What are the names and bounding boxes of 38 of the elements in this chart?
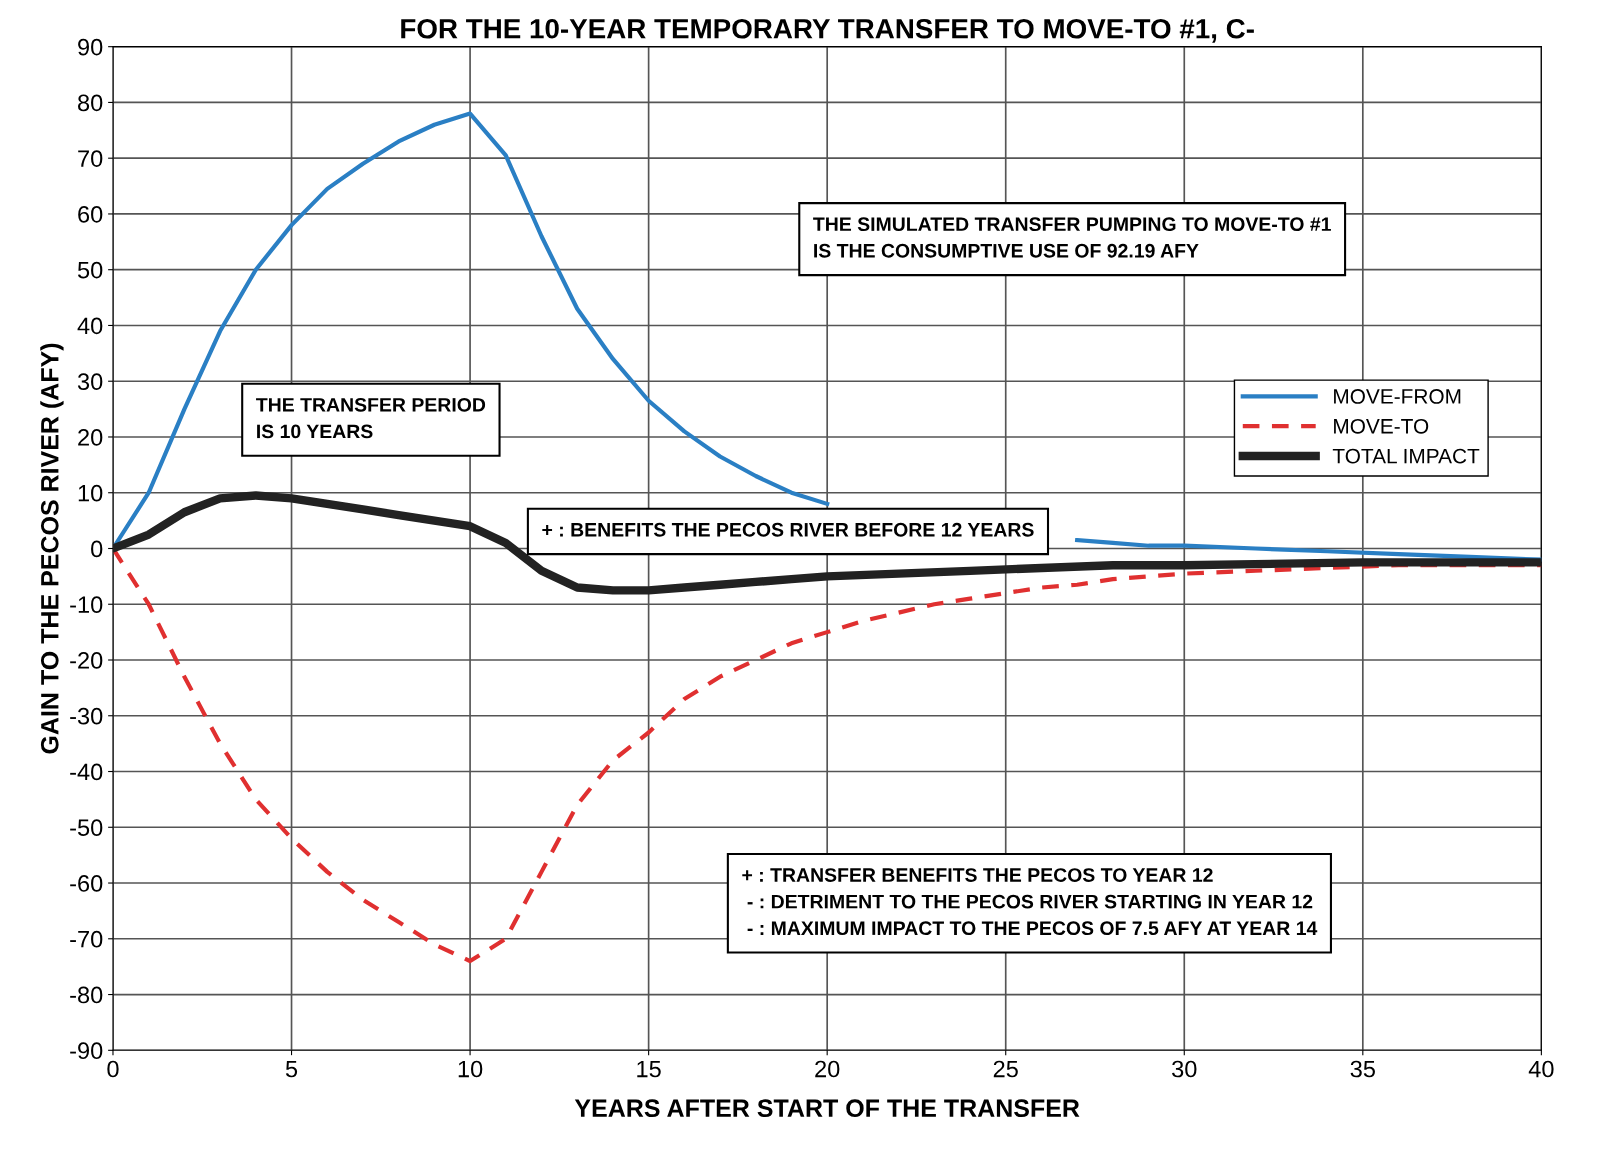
legend-label: MOVE-TO: [1334, 418, 1429, 434]
y-tick-label: 40: [77, 317, 103, 335]
y-tick-label: 10: [78, 484, 103, 502]
y-axis-title: GAIN TO THE PECOS RIVER (AFY): [40, 343, 64, 754]
annotation: THE SIMULATED TRANSFER PUMPING TO MOVE-TO #1 IS THE CONSUMPTIVE USE OF 92.19 AFY: [813, 217, 1331, 258]
chart-title: FOR THE 10-YEAR TEMPORARY TRANSFER TO MOVE-TO #1, C-: [401, 18, 1254, 43]
y-tick-label: -40: [70, 763, 103, 781]
y-tick-label: 20: [78, 429, 103, 446]
x-tick-label: 20: [815, 1060, 840, 1078]
x-tick-label: 30: [1172, 1060, 1197, 1078]
x-tick-label: 0: [107, 1060, 119, 1078]
y-tick-label: -70: [70, 930, 103, 948]
legend-label: TOTAL IMPACT: [1332, 448, 1480, 464]
x-tick-label: 40: [1528, 1060, 1554, 1078]
x-axis-title: YEARS AFTER START OF THE TRANSFER: [574, 1099, 1080, 1118]
x-tick-label: 15: [637, 1060, 661, 1078]
x-tick-label: 35: [1350, 1060, 1375, 1078]
x-tick-label: 10: [458, 1060, 483, 1078]
legend-label: MOVE-FROM: [1334, 389, 1461, 404]
annotation: THE TRANSFER PERIOD IS 10 YEARS: [256, 397, 486, 439]
annotation: + : BENEFITS THE PECOS RIVER BEFORE 12 YEARS: [542, 522, 1034, 537]
y-tick-label: -20: [70, 652, 103, 669]
y-tick-label: -60: [70, 875, 103, 892]
y-tick-label: 0: [91, 540, 103, 558]
y-tick-label: 80: [78, 94, 103, 112]
y-tick-label: 50: [77, 261, 103, 279]
y-tick-label: -90: [70, 1042, 103, 1060]
y-tick-label: 60: [78, 206, 103, 223]
y-tick-label: 70: [78, 150, 103, 167]
y-tick-label: -80: [70, 986, 103, 1004]
y-tick-label: -30: [70, 707, 103, 725]
x-tick-label: 5: [285, 1060, 298, 1078]
y-tick-label: -10: [70, 596, 103, 614]
annotation: + : TRANSFER BENEFITS THE PECOS TO YEAR 12 - : DETRIMENT TO THE PECOS RIVER STARTING IN YEAR 12 - : MAXIMUM IMPACT TO THE PECOS OF 7.5 AFY AT YEAR 14: [742, 868, 1318, 936]
x-tick-label: 25: [993, 1060, 1018, 1078]
y-tick-label: 30: [77, 373, 103, 391]
y-tick-label: -50: [70, 819, 103, 837]
y-tick-label: 90: [78, 38, 103, 56]
